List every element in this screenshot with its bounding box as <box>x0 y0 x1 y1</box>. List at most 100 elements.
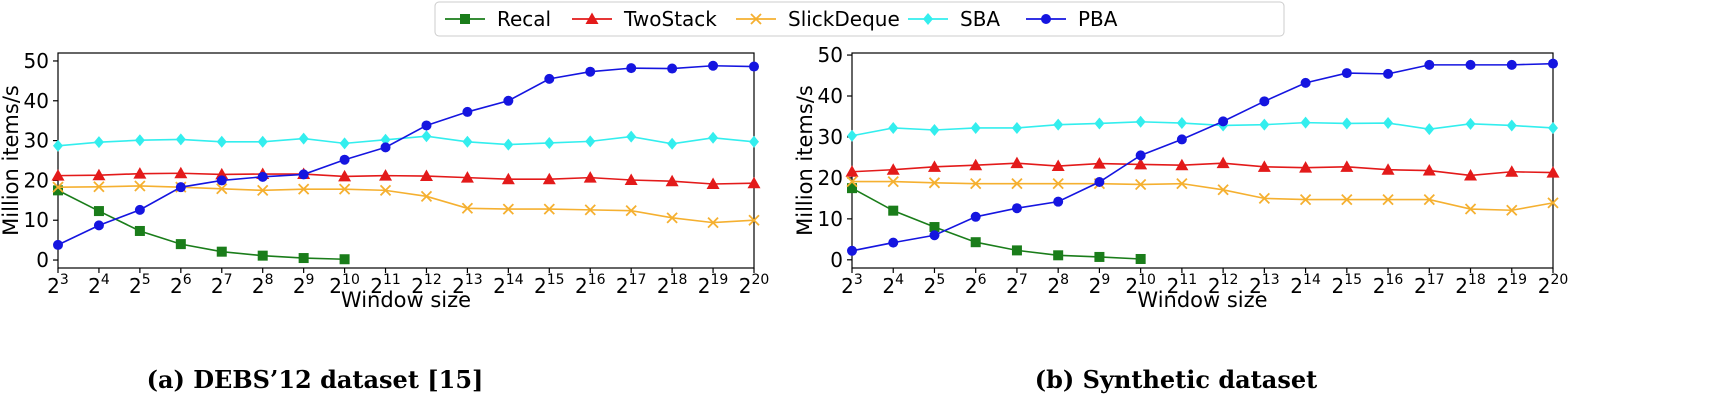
data-point <box>175 239 186 250</box>
data-point <box>1052 178 1064 190</box>
legend-label: TwoStack <box>623 7 717 31</box>
data-point <box>543 203 555 215</box>
data-point <box>421 120 432 131</box>
x-tick-label: 27 <box>1006 272 1028 298</box>
data-point <box>1340 160 1354 172</box>
legend: Recal TwoStack SlickDeque SBA PBA <box>434 1 1285 37</box>
data-point <box>667 137 678 150</box>
data-point <box>175 182 186 193</box>
data-point <box>928 177 941 189</box>
data-point <box>502 203 514 215</box>
data-point <box>1423 193 1435 206</box>
data-point <box>544 73 555 84</box>
x-tick-label: 26 <box>965 272 987 298</box>
data-point <box>1257 160 1271 172</box>
data-point <box>1464 168 1478 181</box>
data-point <box>339 254 350 265</box>
data-point <box>970 211 981 222</box>
x-tick-label: 216 <box>575 272 606 298</box>
data-point <box>1506 59 1517 70</box>
data-point <box>134 134 145 147</box>
data-point <box>1341 117 1352 130</box>
legend-marker <box>585 12 599 24</box>
series-pba <box>847 58 1558 256</box>
data-point <box>257 184 269 196</box>
data-point <box>667 63 678 74</box>
x-tick-label: 220 <box>1538 272 1569 298</box>
data-point <box>1548 58 1558 69</box>
data-point <box>1176 117 1187 130</box>
x-tick-label: 27 <box>211 272 233 298</box>
y-tick-label: 10 <box>24 208 49 232</box>
y-tick-label: 0 <box>830 248 843 272</box>
data-point <box>53 239 63 250</box>
data-point <box>1011 245 1022 256</box>
data-point <box>1424 59 1435 70</box>
data-point <box>748 214 760 226</box>
x-axis-label: Window size <box>341 288 471 312</box>
series-line <box>57 189 345 261</box>
plot-frame <box>57 52 755 269</box>
data-point <box>1464 203 1477 215</box>
data-point <box>887 175 899 188</box>
y-tick-label: 50 <box>24 49 49 73</box>
data-point <box>1505 165 1519 177</box>
data-point <box>53 185 63 196</box>
data-point <box>1011 121 1022 134</box>
data-point <box>174 166 188 179</box>
data-point <box>707 216 719 229</box>
data-point <box>1094 117 1105 130</box>
data-point <box>706 177 720 189</box>
data-point <box>929 222 940 233</box>
data-point <box>503 95 514 106</box>
data-point <box>708 131 719 144</box>
data-point <box>584 204 596 216</box>
data-point <box>1175 158 1189 171</box>
series-sba <box>53 130 759 152</box>
data-point <box>1094 177 1105 187</box>
y-tick-label: 0 <box>36 248 49 272</box>
series-pba <box>53 60 759 250</box>
legend-entry-recal: Recal <box>445 7 551 31</box>
y-axis-label: Million items/s <box>793 85 817 236</box>
x-tick-label: 26 <box>170 272 192 298</box>
data-point <box>257 135 268 148</box>
caption-b: (b) Synthetic dataset <box>1035 365 1317 394</box>
data-point <box>1299 193 1312 206</box>
data-point <box>93 136 104 149</box>
legend-frame <box>434 1 1285 37</box>
legend-marker <box>750 13 762 25</box>
data-point <box>708 60 719 71</box>
y-tick-label: 20 <box>24 168 49 192</box>
data-point <box>216 183 228 195</box>
data-point <box>461 202 474 214</box>
data-point <box>969 158 983 171</box>
series-line <box>57 135 755 147</box>
data-point <box>298 169 309 180</box>
data-point <box>845 165 859 177</box>
series-slickdeque <box>846 175 1559 216</box>
data-point <box>624 173 638 186</box>
x-tick-label: 210 <box>329 272 360 298</box>
data-point <box>133 167 147 179</box>
data-point <box>970 178 982 190</box>
x-tick-label: 29 <box>293 272 315 298</box>
data-point <box>1546 166 1560 178</box>
series-line <box>852 180 1554 212</box>
data-point <box>1010 156 1024 169</box>
x-tick-label: 23 <box>841 272 863 298</box>
data-point <box>1300 77 1311 88</box>
data-point <box>1383 117 1394 130</box>
data-point <box>216 175 227 186</box>
data-point <box>929 230 940 241</box>
x-tick-label: 215 <box>1332 272 1363 298</box>
data-point <box>847 183 857 194</box>
data-point <box>585 66 596 77</box>
y-axis-label: Million items/s <box>0 85 23 236</box>
data-point <box>1465 117 1476 130</box>
y-tick-label: 20 <box>818 166 843 190</box>
series-line <box>851 187 1141 260</box>
data-point <box>53 139 63 152</box>
data-point <box>1258 192 1270 205</box>
x-tick-label: 217 <box>616 272 647 298</box>
